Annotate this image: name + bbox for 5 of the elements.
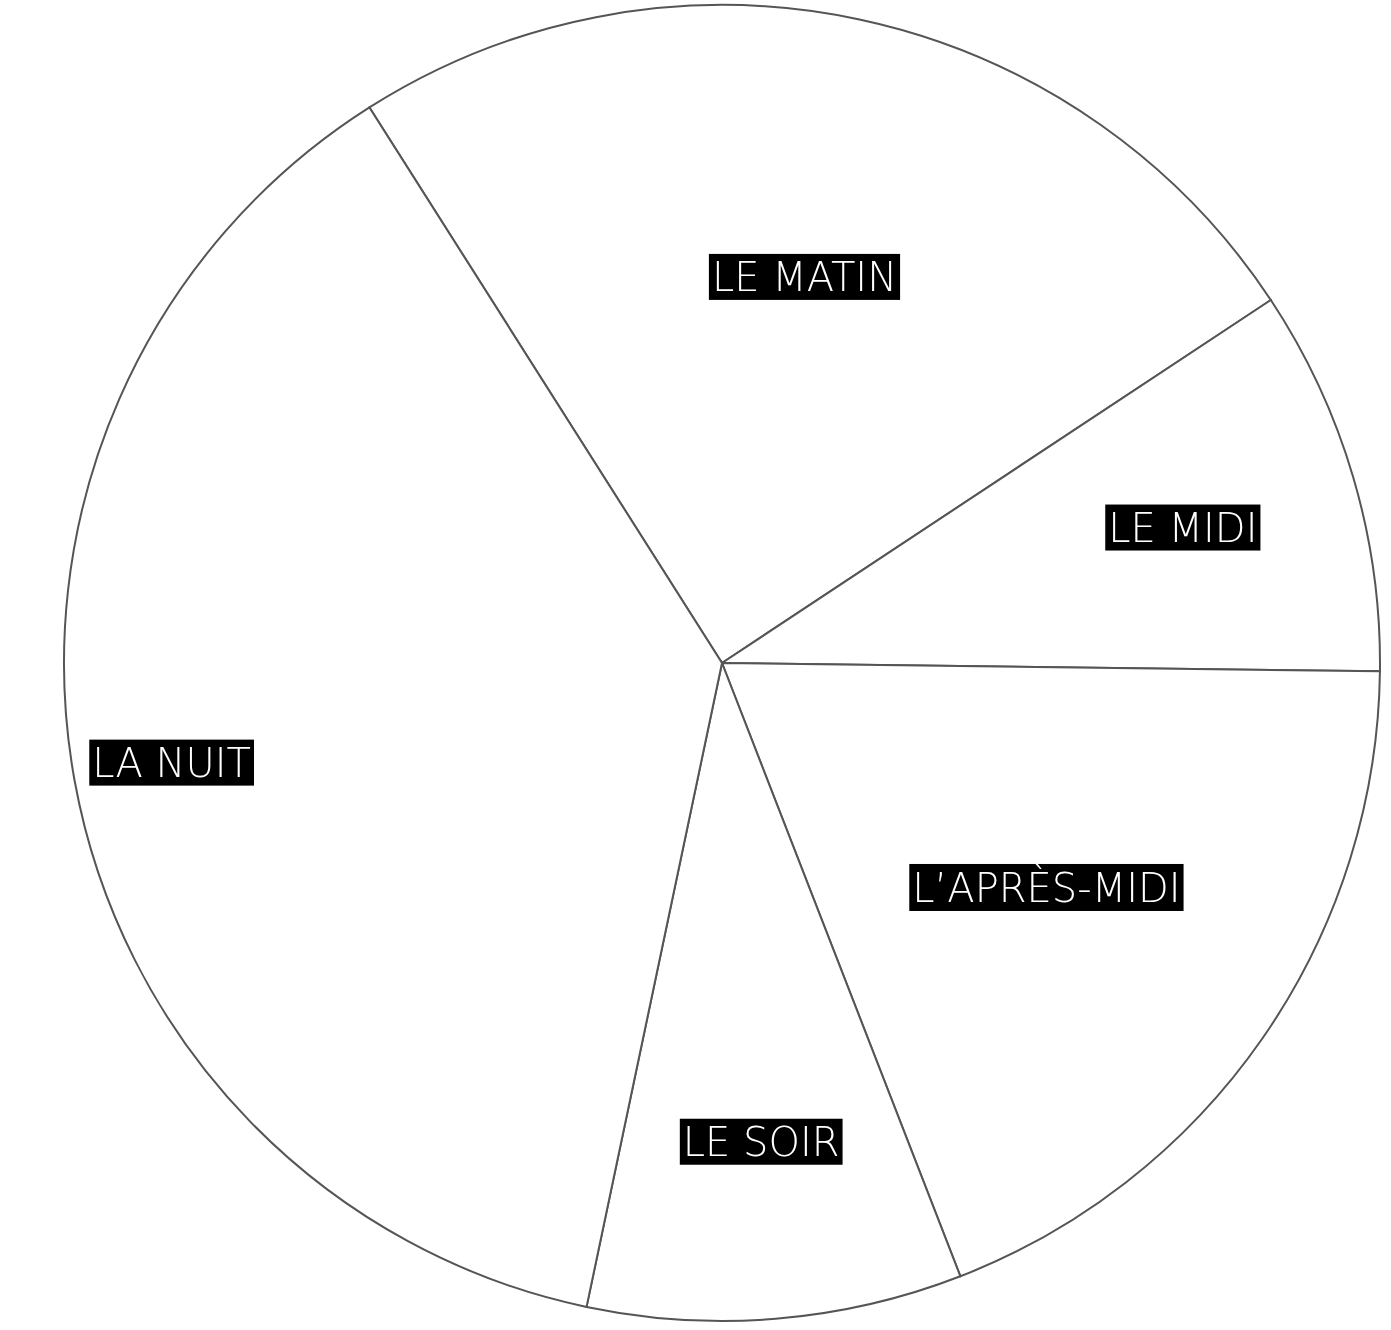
slice-label: LE SOIR bbox=[682, 1118, 840, 1165]
slice-label: LE MIDI bbox=[1108, 504, 1258, 551]
slice-label: LA NUIT bbox=[92, 739, 251, 786]
slice-label: L’APRÈS-MIDI bbox=[912, 863, 1181, 911]
slice-label: LE MATIN bbox=[711, 253, 898, 300]
